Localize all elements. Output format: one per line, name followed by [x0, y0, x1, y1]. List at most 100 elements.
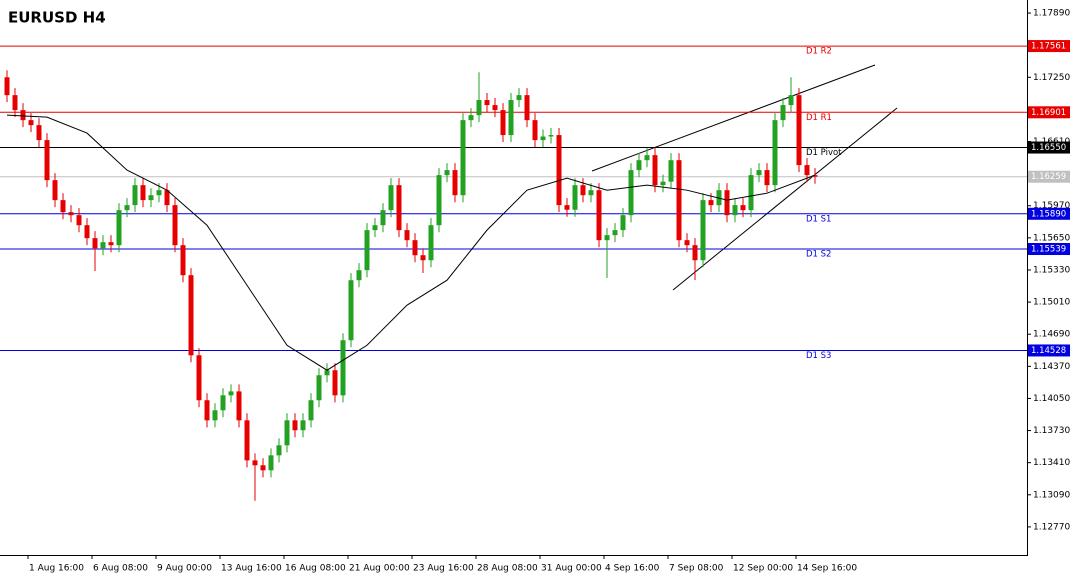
candle-body: [764, 170, 770, 186]
candle-body: [460, 120, 466, 196]
candle-body: [700, 200, 706, 261]
candle-body: [380, 210, 386, 226]
candle-body: [308, 400, 314, 421]
candle-body: [20, 110, 26, 121]
x-tick-label: 28 Aug 08:00: [477, 564, 538, 574]
x-tick-label: 12 Sep 00:00: [733, 564, 793, 574]
candle-body: [556, 135, 562, 206]
candle-body: [268, 455, 274, 471]
lower-trendline: [672, 107, 898, 291]
level-price-label: 1.15539: [1031, 244, 1066, 254]
x-tick-label: 14 Sep 16:00: [797, 564, 857, 574]
candle-body: [212, 410, 218, 421]
candle-body: [372, 225, 378, 231]
candle-body: [580, 185, 586, 196]
candle-body: [196, 355, 202, 401]
candle-body: [540, 136, 546, 141]
x-tick-label: 23 Aug 16:00: [413, 564, 474, 574]
candle-body: [732, 205, 738, 216]
candle-body: [668, 160, 674, 182]
level-price-label: 1.16550: [1031, 143, 1066, 153]
candle-body: [356, 270, 362, 281]
moving-average: [6, 114, 816, 371]
candle-body: [52, 180, 58, 201]
candle-body: [516, 95, 522, 101]
candle-body: [684, 240, 690, 246]
candle-body: [420, 255, 426, 261]
candle-body: [60, 200, 66, 213]
candle-body: [124, 205, 130, 211]
level-name: D1 R2: [806, 47, 832, 57]
candle-body: [572, 185, 578, 210]
candle-body: [252, 460, 258, 466]
candle-body: [652, 155, 658, 186]
y-tick-label: 1.14050: [1033, 394, 1070, 404]
candle-body: [316, 375, 322, 401]
candle-body: [220, 395, 226, 411]
y-tick-label: 1.13410: [1033, 458, 1070, 468]
candle-body: [396, 185, 402, 231]
level-price-label: 1.16901: [1031, 108, 1066, 118]
level-price-label: 1.15890: [1031, 209, 1066, 219]
candle-body: [476, 100, 482, 116]
candle-body: [500, 110, 506, 136]
candle-body: [748, 175, 754, 211]
candle-body: [284, 420, 290, 446]
y-tick-label: 1.17890: [1033, 9, 1070, 19]
candle-body: [708, 200, 714, 206]
level-price-label: 1.17561: [1031, 42, 1066, 52]
candle-body: [508, 100, 514, 136]
candle-body: [148, 195, 154, 201]
candle-body: [84, 225, 90, 239]
candle-body: [68, 212, 74, 216]
candle-body: [332, 370, 338, 396]
y-tick-label: 1.15010: [1033, 298, 1070, 308]
candle-body: [388, 185, 394, 211]
candle-body: [36, 125, 42, 141]
x-tick-label: 13 Aug 16:00: [221, 564, 282, 574]
candle-body: [228, 391, 234, 396]
candle-body: [788, 95, 794, 106]
y-tick-label: 1.17250: [1033, 73, 1070, 83]
x-tick-label: 7 Sep 08:00: [669, 564, 724, 574]
candle-body: [564, 205, 570, 210]
candle-body: [364, 230, 370, 271]
candle-body: [644, 155, 650, 161]
candle-body: [740, 205, 746, 211]
candle-body: [492, 105, 498, 111]
y-tick-label: 1.14690: [1033, 330, 1070, 340]
candle-body: [812, 175, 818, 177]
x-tick-label: 4 Sep 16:00: [605, 564, 660, 574]
candle-body: [468, 115, 474, 121]
candle-body: [412, 240, 418, 256]
candle-body: [324, 370, 330, 376]
candle-body: [260, 465, 266, 471]
x-tick-label: 1 Aug 16:00: [29, 564, 84, 574]
candle-body: [452, 170, 458, 196]
candle-body: [724, 190, 730, 216]
current-price-box: [1028, 170, 1070, 183]
y-tick-label: 1.15650: [1033, 233, 1070, 243]
candle-body: [292, 420, 298, 431]
candle-body: [44, 140, 50, 181]
candle-body: [484, 100, 490, 106]
candle-body: [604, 235, 610, 241]
level-price-box: [1028, 207, 1070, 220]
candle-body: [660, 181, 666, 186]
level-price-label: 1.14528: [1031, 346, 1066, 356]
candle-body: [804, 165, 810, 176]
candle-body: [548, 135, 554, 137]
candle-body: [340, 340, 346, 396]
level-price-box: [1028, 344, 1070, 357]
current-price-label: 1.16259: [1031, 172, 1066, 182]
candle-body: [612, 230, 618, 236]
level-name: D1 S3: [806, 351, 831, 361]
candle-body: [164, 190, 170, 206]
candle-body: [156, 190, 162, 196]
candle-body: [596, 190, 602, 241]
x-tick-label: 21 Aug 00:00: [349, 564, 410, 574]
candle-body: [92, 238, 98, 249]
candle-body: [116, 210, 122, 246]
candle-body: [172, 205, 178, 246]
